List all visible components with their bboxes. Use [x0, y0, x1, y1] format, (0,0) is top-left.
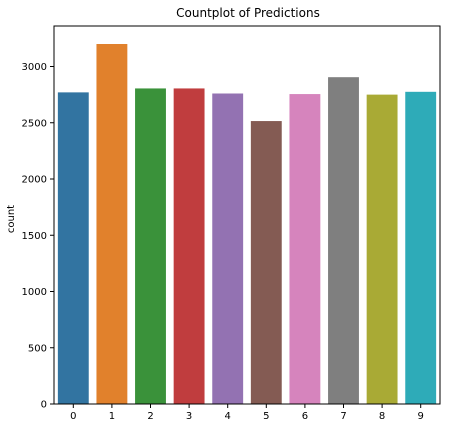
x-tick-label: 7: [340, 411, 346, 422]
bar-7: [328, 77, 359, 404]
plot-frame: [53, 25, 441, 405]
bar-8: [366, 94, 398, 404]
y-tick-label: 1000: [22, 287, 47, 298]
x-axis-ticks: 0 1 2 3 4 5 6 7 8 9: [70, 404, 424, 422]
bar-1: [96, 44, 128, 404]
bar-3: [173, 88, 205, 404]
y-tick-label: 0: [41, 400, 47, 411]
y-axis-ticks: 0 500 1000 1500 2000 2500 3000: [22, 62, 54, 411]
x-tick-label: 1: [109, 411, 115, 422]
bar-5: [250, 121, 282, 404]
axes-border: [53, 25, 441, 405]
x-tick-label: 3: [186, 411, 192, 422]
y-tick-label: 3000: [22, 62, 47, 73]
x-tick-label: 4: [225, 411, 231, 422]
x-tick-label: 8: [379, 411, 385, 422]
bar-2: [135, 88, 166, 404]
x-tick-label: 6: [302, 411, 308, 422]
x-tick-label: 0: [70, 411, 76, 422]
chart-title: Countplot of Predictions: [176, 6, 320, 20]
x-tick-label: 2: [147, 411, 153, 422]
y-tick-label: 2500: [22, 118, 47, 129]
y-tick-label: 1500: [22, 231, 47, 242]
y-tick-label: 500: [28, 343, 47, 354]
bar-4: [212, 93, 244, 404]
y-axis-label: count: [6, 205, 17, 233]
x-tick-label: 9: [418, 411, 424, 422]
x-tick-label: 5: [263, 411, 269, 422]
bar-6: [289, 94, 321, 404]
bar-9: [405, 91, 437, 404]
bars-group: [57, 44, 437, 404]
bar-0: [57, 92, 89, 404]
y-tick-label: 2000: [22, 175, 47, 186]
